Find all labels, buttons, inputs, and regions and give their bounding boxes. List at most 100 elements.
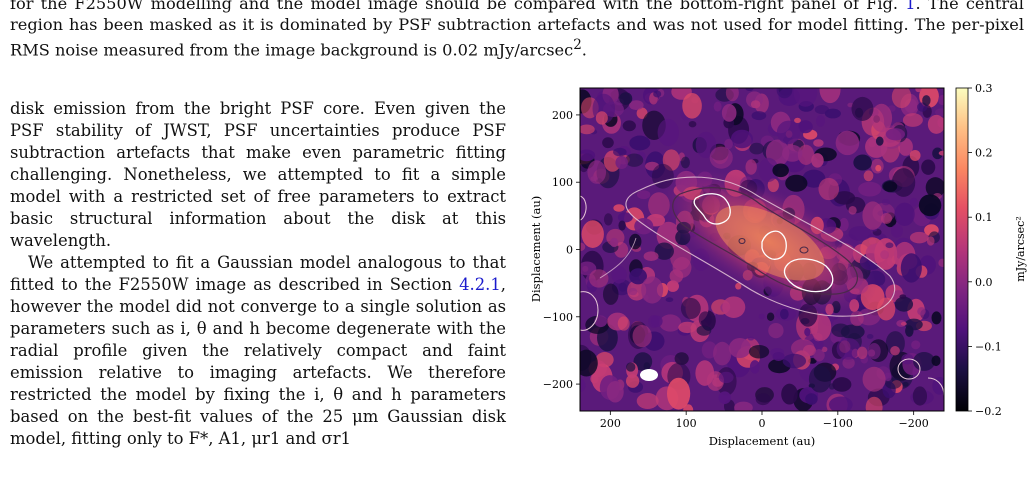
section-link[interactable]: 4.2.1 xyxy=(459,275,501,294)
contour-small-1 xyxy=(738,237,746,245)
contour-small-2 xyxy=(799,246,809,254)
paragraph-2-end: , however the model did not converge to … xyxy=(10,275,506,448)
noise-blob xyxy=(871,103,893,133)
noise-blob xyxy=(875,136,884,146)
noise-blob xyxy=(913,351,936,371)
noise-blob xyxy=(802,169,826,188)
noise-blob xyxy=(722,296,746,318)
figure-panel: 200 100 0 −100 −200 200 100 0 −100 −200 Displace… xyxy=(520,78,1034,476)
noise-blob xyxy=(718,391,732,404)
noise-blob xyxy=(853,154,872,171)
noise-blob xyxy=(776,120,801,145)
contour-inner-center xyxy=(761,230,787,260)
noise-blob xyxy=(678,321,697,334)
noise-blob xyxy=(610,237,619,248)
noise-blob xyxy=(654,242,674,260)
noise-blob xyxy=(768,322,784,339)
noise-blob xyxy=(595,111,608,125)
noise-blob xyxy=(611,265,627,284)
noise-blob xyxy=(832,377,852,392)
noise-blob xyxy=(643,362,651,371)
noise-blob xyxy=(880,213,893,224)
noise-blob xyxy=(850,310,864,327)
figure-link[interactable]: 1 xyxy=(905,0,916,13)
noise-blob xyxy=(865,396,883,411)
noise-blob xyxy=(680,297,701,320)
noise-blob xyxy=(932,147,943,160)
noise-blob xyxy=(884,372,892,382)
noise-blob xyxy=(938,258,944,268)
noise-blob xyxy=(745,88,754,91)
y-tick-label: −200 xyxy=(543,378,573,391)
y-axis-label: Displacement (au) xyxy=(529,196,543,303)
noise-blob xyxy=(926,236,935,246)
noise-blob xyxy=(696,325,712,336)
noise-blob xyxy=(900,321,907,326)
noise-blob xyxy=(881,198,890,206)
noise-blob xyxy=(782,144,803,162)
noise-blob xyxy=(750,100,761,109)
noise-blob xyxy=(580,349,598,377)
noise-blob xyxy=(674,352,689,365)
noise-blob xyxy=(894,296,914,312)
noise-blob xyxy=(922,95,931,106)
noise-blob xyxy=(918,194,942,217)
noise-blob xyxy=(653,90,662,98)
noise-blob xyxy=(925,177,944,198)
noise-blob xyxy=(594,315,608,328)
noise-blob xyxy=(937,117,944,128)
noise-blob xyxy=(917,307,926,316)
noise-blob xyxy=(629,268,647,285)
noise-blob xyxy=(909,197,918,207)
noise-blob xyxy=(634,218,654,235)
noise-blob xyxy=(636,392,659,409)
noise-blob xyxy=(618,282,627,292)
noise-blob xyxy=(766,312,775,321)
noise-blob xyxy=(709,146,733,169)
noise-blob xyxy=(880,250,890,260)
noise-blob xyxy=(932,377,944,395)
noise-blob xyxy=(617,316,630,331)
noise-blob xyxy=(718,371,734,384)
noise-blob xyxy=(835,130,860,156)
paragraph-1: disk emission from the bright PSF core. … xyxy=(10,99,506,250)
noise-blob xyxy=(875,164,882,172)
noise-blob xyxy=(791,339,815,358)
noise-blob xyxy=(650,315,663,328)
noise-blob xyxy=(725,88,739,102)
noise-blob xyxy=(862,366,886,392)
noise-blob xyxy=(797,144,815,165)
noise-blob xyxy=(749,142,764,155)
noise-blob xyxy=(805,393,818,405)
noise-blob xyxy=(581,220,604,248)
noise-blob xyxy=(619,92,633,105)
noise-blob xyxy=(912,386,928,406)
noise-blob xyxy=(688,120,697,128)
noise-blob xyxy=(666,377,691,410)
noise-blob xyxy=(891,168,916,197)
noise-blob xyxy=(613,204,625,212)
noise-blob xyxy=(915,88,922,93)
noise-blob xyxy=(793,88,818,107)
caption-sup: 2 xyxy=(573,37,582,53)
colorbar-label: mJy/arcsec² xyxy=(1014,216,1027,281)
noise-blob xyxy=(751,111,767,121)
noise-blob xyxy=(813,349,825,362)
noise-blob xyxy=(804,327,811,337)
caption-line3-end: . xyxy=(581,40,587,60)
noise-blob xyxy=(866,334,874,339)
noise-blob xyxy=(603,213,613,226)
colorbar-tick-label: 0.2 xyxy=(975,147,993,160)
noise-blob xyxy=(909,231,929,244)
caption-text: for the F2550W modelling and the model i… xyxy=(10,0,1024,61)
colorbar-tick-label: −0.1 xyxy=(975,340,1002,353)
body-text-column: disk emission from the bright PSF core. … xyxy=(10,98,506,450)
noise-blob xyxy=(813,139,824,147)
noise-blob xyxy=(672,256,692,278)
caption-line3: measured from the image background is 0.… xyxy=(103,40,574,60)
noise-blob xyxy=(580,242,586,252)
figure-caption: for the F2550W modelling and the model i… xyxy=(10,0,1024,61)
disk-emission xyxy=(659,169,877,313)
noise-blob xyxy=(629,100,644,111)
noise-blob xyxy=(824,108,841,119)
